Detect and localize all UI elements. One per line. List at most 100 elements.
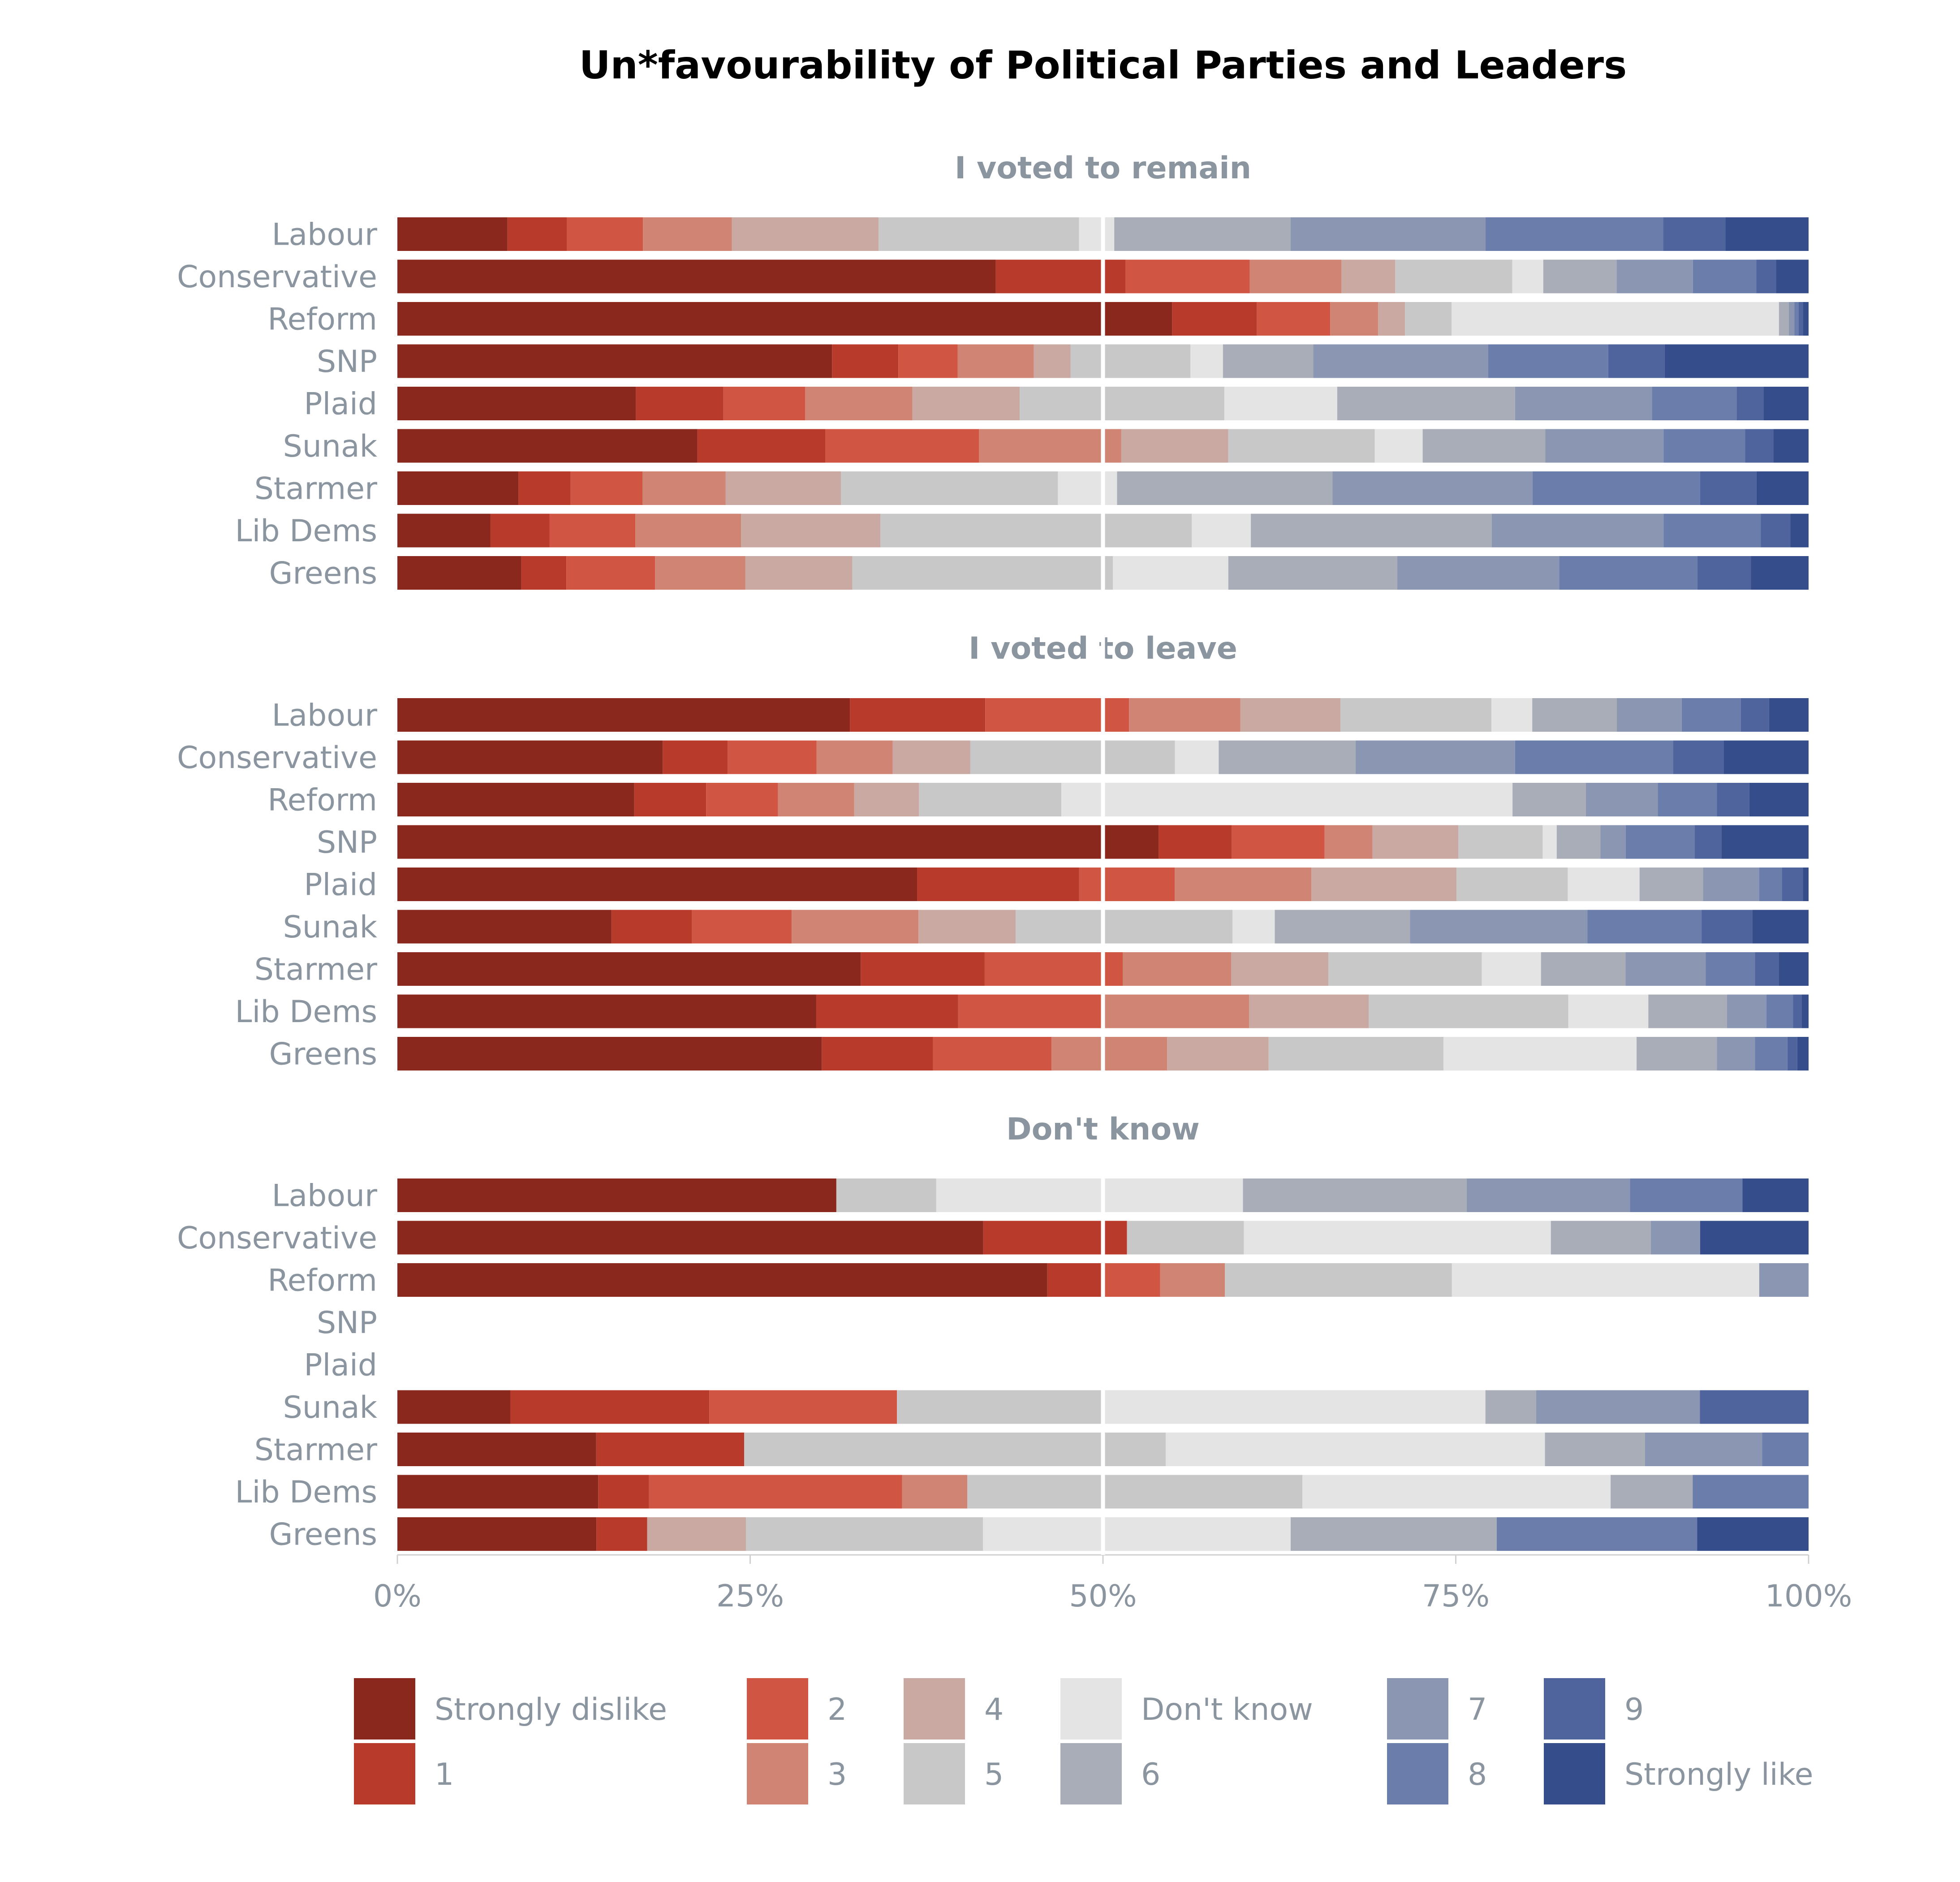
bar-segment-i-voted-to-leave-conservative-7 <box>1355 740 1515 774</box>
bar-segment-i-voted-to-remain-conservative-4 <box>1341 259 1396 294</box>
bar-segment-i-voted-to-remain-conservative-5 <box>1395 259 1512 294</box>
bar-segment-i-voted-to-remain-greens-9 <box>1697 556 1751 590</box>
bar-segment-i-voted-to-leave-reform-3 <box>778 783 854 816</box>
bar-segment-i-voted-to-remain-conservative-7 <box>1616 259 1693 294</box>
bar-segment-don-t-know-lib-dems-strongly-dislike <box>397 1475 599 1509</box>
bar-segment-i-voted-to-leave-conservative-4 <box>892 740 970 774</box>
bar-segment-i-voted-to-remain-snp-strongly-dislike <box>397 344 832 378</box>
bar-segment-i-voted-to-remain-snp-4 <box>1034 344 1071 378</box>
bar-segment-i-voted-to-leave-conservative-3 <box>816 740 893 774</box>
bar-segment-i-voted-to-remain-sunak-6 <box>1422 429 1546 463</box>
bar-segment-i-voted-to-remain-sunak-strongly-dislike <box>397 429 698 463</box>
bar-segment-don-t-know-conservative-don-t-know <box>1244 1221 1551 1255</box>
row-label-plaid: Plaid <box>304 387 377 422</box>
row-label-starmer: Starmer <box>254 471 377 507</box>
legend-swatch-5 <box>904 1743 965 1804</box>
bar-segment-i-voted-to-remain-plaid-6 <box>1337 387 1515 420</box>
bar-segment-i-voted-to-leave-greens-7 <box>1717 1037 1755 1070</box>
bar-segment-i-voted-to-leave-lib-dems-don-t-know <box>1568 994 1649 1028</box>
bar-segment-i-voted-to-leave-plaid-2 <box>1079 868 1175 901</box>
bar-segment-i-voted-to-leave-lib-dems-8 <box>1766 994 1793 1028</box>
bar-segment-i-voted-to-leave-reform-don-t-know <box>1061 783 1513 816</box>
bar-segment-i-voted-to-remain-greens-8 <box>1559 556 1697 590</box>
bar-segment-i-voted-to-leave-reform-strongly-dislike <box>397 783 634 816</box>
bar-segment-i-voted-to-leave-conservative-8 <box>1515 740 1673 774</box>
bar-segment-don-t-know-conservative-strongly-like <box>1700 1221 1809 1255</box>
legend-swatch-9 <box>1544 1678 1605 1740</box>
bar-segment-i-voted-to-leave-plaid-9 <box>1782 868 1803 901</box>
bar-segment-i-voted-to-remain-labour-strongly-dislike <box>397 217 508 251</box>
bar-segment-i-voted-to-leave-conservative-5 <box>970 740 1175 774</box>
bar-segment-i-voted-to-remain-lib-dems-4 <box>741 514 881 548</box>
bar-segment-i-voted-to-leave-sunak-9 <box>1702 910 1753 944</box>
bar-segment-i-voted-to-remain-plaid-5 <box>1020 387 1224 420</box>
bar-segment-i-voted-to-leave-starmer-9 <box>1755 952 1779 986</box>
bar-segment-i-voted-to-leave-greens-1 <box>822 1037 933 1070</box>
row-label-starmer: Starmer <box>254 1433 377 1468</box>
bar-segment-don-t-know-reform-3 <box>1160 1263 1225 1297</box>
bar-segment-i-voted-to-leave-snp-5 <box>1458 825 1543 859</box>
bar-segment-i-voted-to-leave-conservative-strongly-dislike <box>397 740 663 774</box>
bar-segment-i-voted-to-remain-plaid-4 <box>912 387 1020 420</box>
row-label-reform: Reform <box>267 1263 377 1299</box>
row-label-labour: Labour <box>272 217 377 253</box>
bar-segment-i-voted-to-remain-greens-3 <box>655 556 745 590</box>
legend-swatch-8 <box>1387 1743 1448 1804</box>
bar-segment-i-voted-to-leave-labour-don-t-know <box>1491 698 1533 732</box>
bar-segment-i-voted-to-remain-sunak-1 <box>697 429 826 463</box>
bar-segment-i-voted-to-remain-labour-1 <box>507 217 567 251</box>
bar-segment-i-voted-to-leave-plaid-1 <box>917 868 1079 901</box>
bar-segment-i-voted-to-leave-lib-dems-strongly-like <box>1801 994 1809 1028</box>
legend-swatch-6 <box>1060 1743 1122 1804</box>
bar-segment-i-voted-to-leave-snp-don-t-know <box>1542 825 1557 859</box>
bar-segment-i-voted-to-remain-labour-9 <box>1663 217 1726 251</box>
bar-segment-don-t-know-conservative-6 <box>1551 1221 1651 1255</box>
legend-label-3: 3 <box>827 1757 847 1792</box>
row-label-snp: SNP <box>317 1305 377 1341</box>
bar-segment-i-voted-to-leave-snp-6 <box>1556 825 1601 859</box>
bar-segment-don-t-know-conservative-7 <box>1650 1221 1700 1255</box>
bar-segment-i-voted-to-leave-lib-dems-1 <box>816 994 958 1028</box>
bar-segment-i-voted-to-remain-conservative-8 <box>1693 259 1757 294</box>
bar-segment-i-voted-to-remain-lib-dems-3 <box>635 514 741 548</box>
bar-segment-i-voted-to-remain-sunak-don-t-know <box>1374 429 1423 463</box>
bar-segment-i-voted-to-leave-reform-1 <box>634 783 706 816</box>
bar-segment-don-t-know-conservative-5 <box>1127 1221 1244 1255</box>
bar-segment-i-voted-to-remain-starmer-2 <box>570 471 643 505</box>
bar-segment-don-t-know-sunak-1 <box>510 1390 710 1424</box>
bar-segment-i-voted-to-leave-reform-5 <box>919 783 1062 816</box>
bar-segment-don-t-know-sunak-6 <box>1485 1390 1537 1424</box>
row-label-lib-dems: Lib Dems <box>235 514 377 549</box>
bar-segment-i-voted-to-leave-reform-2 <box>706 783 778 816</box>
bar-segment-i-voted-to-remain-greens-strongly-like <box>1751 556 1809 590</box>
bar-segment-i-voted-to-remain-starmer-4 <box>725 471 841 505</box>
bar-segment-i-voted-to-leave-greens-9 <box>1787 1037 1797 1070</box>
bar-segment-don-t-know-starmer-strongly-dislike <box>397 1433 596 1466</box>
bar-segment-i-voted-to-remain-lib-dems-8 <box>1663 514 1761 548</box>
bar-segment-i-voted-to-leave-starmer-7 <box>1625 952 1706 986</box>
bar-segment-i-voted-to-leave-sunak-5 <box>1016 910 1233 944</box>
bar-segment-i-voted-to-leave-conservative-6 <box>1219 740 1356 774</box>
legend-label-7: 7 <box>1468 1692 1487 1727</box>
bar-segment-i-voted-to-leave-labour-3 <box>1129 698 1241 732</box>
bar-segment-don-t-know-reform-strongly-dislike <box>397 1263 1047 1297</box>
bar-segment-i-voted-to-remain-lib-dems-6 <box>1251 514 1492 548</box>
bar-segment-i-voted-to-remain-reform-8 <box>1794 302 1799 336</box>
bar-segment-i-voted-to-leave-sunak-7 <box>1410 910 1588 944</box>
bar-segment-i-voted-to-leave-snp-1 <box>1159 825 1232 859</box>
bar-segment-i-voted-to-remain-lib-dems-7 <box>1491 514 1664 548</box>
bar-segment-i-voted-to-remain-labour-7 <box>1290 217 1486 251</box>
bar-segment-i-voted-to-leave-starmer-don-t-know <box>1482 952 1541 986</box>
bar-segment-i-voted-to-remain-greens-4 <box>745 556 853 590</box>
bar-segment-i-voted-to-leave-reform-8 <box>1658 783 1717 816</box>
bar-segment-i-voted-to-remain-conservative-6 <box>1543 259 1617 294</box>
bar-segment-i-voted-to-leave-sunak-don-t-know <box>1232 910 1275 944</box>
row-label-conservative: Conservative <box>177 259 377 295</box>
bar-segment-i-voted-to-remain-conservative-3 <box>1249 259 1342 294</box>
bar-segment-i-voted-to-remain-sunak-7 <box>1545 429 1664 463</box>
bar-segment-don-t-know-reform-7 <box>1759 1263 1809 1297</box>
row-label-plaid: Plaid <box>304 868 377 903</box>
bar-segment-i-voted-to-leave-labour-7 <box>1617 698 1682 732</box>
bar-segment-i-voted-to-leave-conservative-don-t-know <box>1175 740 1219 774</box>
